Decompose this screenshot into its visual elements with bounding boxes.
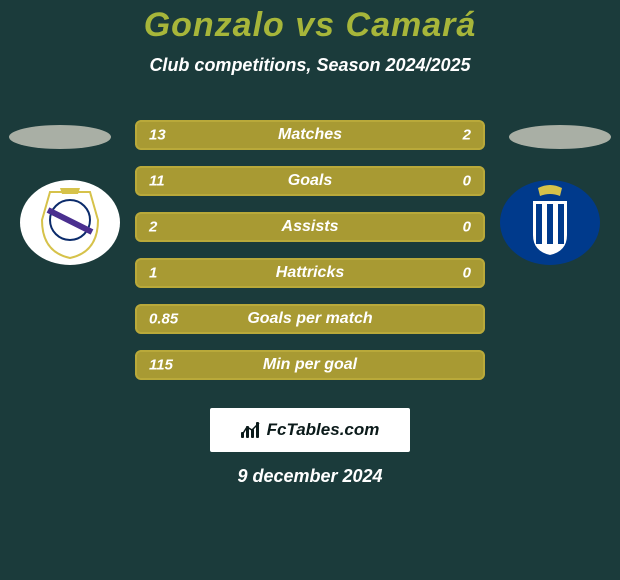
stat-label: Assists [282, 218, 339, 236]
stat-row: 0.85 Goals per match [135, 304, 485, 334]
stat-row: 1 0 Hattricks [135, 258, 485, 288]
stat-bars: 13 2 Matches 11 0 Goals 2 0 Assists 1 0 Hattricks 0.… [135, 120, 485, 396]
title-player-left: Gonzalo [144, 6, 285, 44]
stat-value-right: 2 [463, 127, 471, 144]
stat-value-right: 0 [463, 265, 471, 282]
title-player-right: Camará [346, 6, 477, 44]
comparison-body: 13 2 Matches 11 0 Goals 2 0 Assists 1 0 Hattricks 0.… [0, 98, 620, 396]
stat-value-right: 0 [463, 173, 471, 190]
stat-label: Goals per match [247, 310, 372, 328]
stat-value-left: 115 [149, 357, 173, 374]
stat-label: Min per goal [263, 356, 357, 374]
stat-value-right: 0 [463, 219, 471, 236]
stat-value-left: 2 [149, 219, 157, 236]
stat-label: Goals [288, 172, 332, 190]
bar-chart-icon [241, 422, 261, 438]
stat-label: Hattricks [276, 264, 344, 282]
stat-row: 2 0 Assists [135, 212, 485, 242]
bar-fill-left [135, 120, 415, 150]
branding-badge: FcTables.com [210, 408, 410, 452]
title-vs: vs [295, 6, 335, 44]
stat-value-left: 13 [149, 127, 166, 144]
stat-value-left: 1 [149, 265, 157, 282]
subtitle: Club competitions, Season 2024/2025 [0, 55, 620, 76]
club-crest-right [500, 180, 600, 265]
club-crest-left [20, 180, 120, 265]
player-marker-right [509, 125, 611, 149]
branding-text: FcTables.com [267, 420, 380, 440]
comparison-card: Gonzalo vs Camará Club competitions, Sea… [0, 0, 620, 580]
real-madrid-crest-icon [20, 180, 120, 265]
stat-row: 11 0 Goals [135, 166, 485, 196]
date-text: 9 december 2024 [0, 466, 620, 487]
stat-value-left: 11 [149, 173, 165, 190]
stat-label: Matches [278, 126, 342, 144]
stat-row: 115 Min per goal [135, 350, 485, 380]
player-marker-left [9, 125, 111, 149]
stat-value-left: 0.85 [149, 311, 178, 328]
bar-fill-right [415, 120, 485, 150]
recreativo-crest-icon [500, 180, 600, 265]
page-title: Gonzalo vs Camará [0, 6, 620, 45]
stat-row: 13 2 Matches [135, 120, 485, 150]
